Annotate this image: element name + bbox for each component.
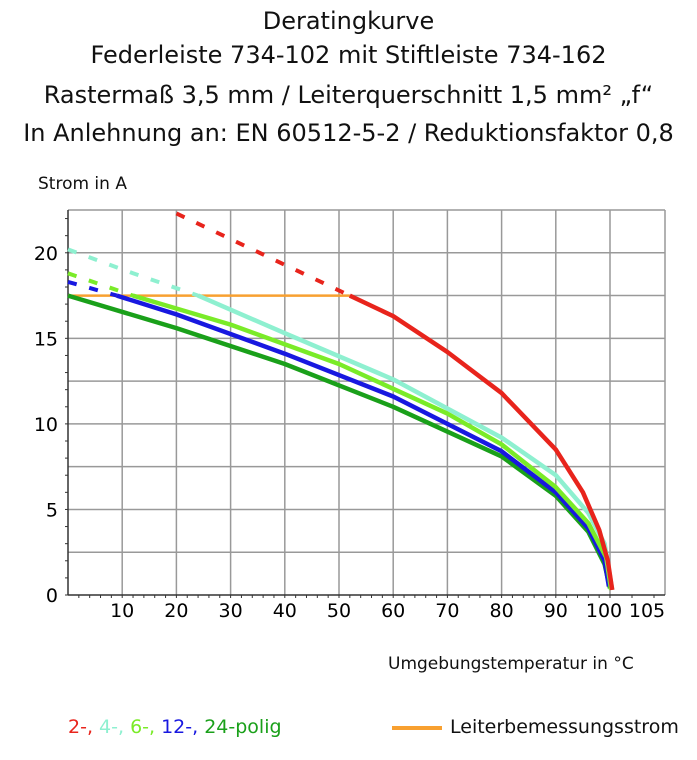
- y-tick-label: 5: [46, 499, 58, 521]
- x-tick-label: 30: [219, 600, 243, 622]
- x-tick-label: 100: [586, 600, 622, 622]
- x-tick-label: 20: [164, 600, 188, 622]
- y-tick-label: 0: [46, 585, 58, 607]
- x-tick-label: 60: [381, 600, 405, 622]
- x-axis-label: Umgebungstemperatur in °C: [388, 654, 634, 674]
- legend-rated-swatch: [392, 725, 442, 730]
- legend-2: 2-,: [68, 716, 93, 738]
- x-tick-label: 80: [490, 600, 514, 622]
- series-12-dashed: [67, 279, 118, 298]
- chart-subtitle-2: Rastermaß 3,5 mm / Leiterquerschnitt 1,5…: [43, 81, 654, 109]
- x-tick-label: 50: [327, 600, 351, 622]
- legend-rated-label: Leiterbemessungsstrom: [450, 716, 679, 738]
- legend-6: 6-,: [130, 716, 156, 738]
- legend-12: 12-,: [161, 716, 199, 738]
- series-6-dashed: [67, 271, 134, 298]
- chart-subtitle-1: Federleiste 734-102 mit Stiftleiste 734-…: [90, 41, 607, 69]
- legend-4: 4-,: [99, 716, 125, 738]
- legend-24: 24-polig: [204, 716, 282, 738]
- series-2-dashed: [175, 211, 351, 298]
- x-tick-label: 105: [629, 600, 665, 622]
- legend-poles: 2-, 4-, 6-, 12-, 24-polig: [68, 716, 282, 738]
- y-tick-label: 10: [34, 414, 58, 436]
- y-tick-label: 20: [34, 243, 58, 265]
- legend-rated: Leiterbemessungsstrom: [392, 716, 679, 738]
- x-tick-label: 90: [544, 600, 568, 622]
- series-2-line: [348, 293, 615, 591]
- x-tick-label: 40: [273, 600, 297, 622]
- series-4-dashed: [67, 247, 199, 298]
- series-6-line: [132, 293, 614, 591]
- x-tick-label: 70: [435, 600, 459, 622]
- y-tick-label: 15: [34, 328, 58, 350]
- y-axis-label: Strom in A: [38, 174, 127, 194]
- x-tick-label: 10: [110, 600, 134, 622]
- chart-subtitle-3: In Anlehnung an: EN 60512-5-2 / Reduktio…: [23, 119, 674, 147]
- chart-title: Deratingkurve: [262, 7, 435, 35]
- series-12-line: [116, 293, 612, 587]
